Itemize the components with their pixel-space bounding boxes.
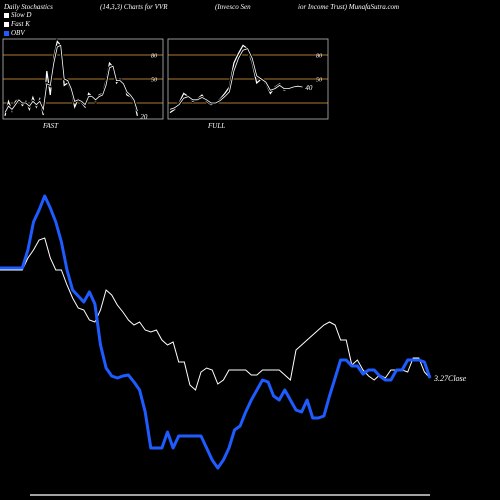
panel-full-ref-label-50: 50 <box>316 78 322 84</box>
panel-full-last-value: 40 <box>305 84 313 92</box>
panel-fast-ref-label-50: 50 <box>151 78 157 84</box>
legend-item-fast-k: Fast K <box>4 20 30 28</box>
panel-fast-last-value: 20 <box>140 113 148 121</box>
chart-heading: Daily Stochastics <box>4 3 53 11</box>
chart-params: (14,3,3) Charts for VVR <box>100 3 168 11</box>
panel-full-ref-label-80: 80 <box>316 54 322 60</box>
company-name-part2: ior Income Trust) MunafaSutra.com <box>298 3 400 11</box>
obv-line <box>0 194 432 470</box>
legend-swatch-fast-k <box>4 22 9 27</box>
legend-item-obv: OBV <box>4 29 25 37</box>
panel-full-title: FULL <box>207 122 225 130</box>
panel-fast-ref-label-80: 80 <box>151 54 157 60</box>
legend-label-slow-d: Slow D <box>11 11 32 19</box>
legend-item-slow-d: Slow D <box>4 11 31 19</box>
legend-label-obv: OBV <box>11 29 25 37</box>
panel-full-slow-d-line <box>169 48 303 110</box>
company-name-part1: (Invesco Sen <box>215 3 251 11</box>
close-value-label: 3.27Close <box>433 374 467 383</box>
panel-fast-title: FAST <box>42 122 59 130</box>
legend-swatch-obv <box>4 31 9 36</box>
price-line <box>0 237 431 391</box>
legend-label-fast-k: Fast K <box>11 20 30 28</box>
legend-swatch-slow-d <box>4 13 9 18</box>
panel-fast-slow-d-line <box>4 44 138 113</box>
